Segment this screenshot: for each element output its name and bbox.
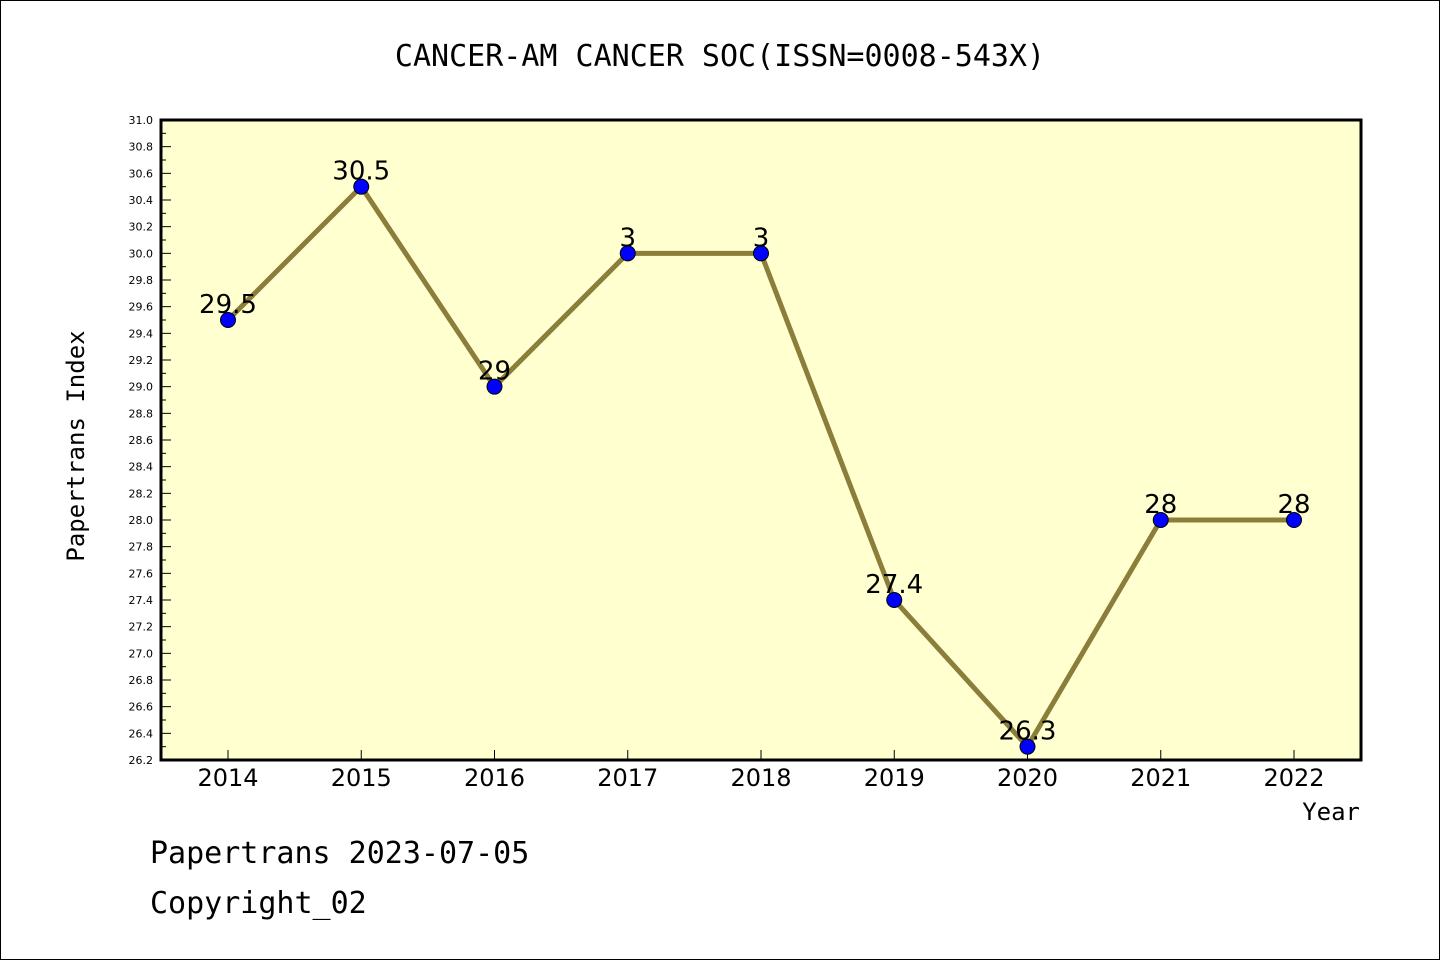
y-tick-label: 26.2 — [129, 754, 154, 767]
y-tick-label: 26.4 — [129, 727, 154, 740]
y-tick-label: 29.0 — [129, 381, 154, 394]
x-tick-label: 2014 — [197, 764, 258, 792]
x-axis-ticks: 2014 2015 2016 2017 2018 2019 2020 2021 2022 — [197, 750, 1325, 792]
y-tick-label: 29.6 — [129, 301, 154, 314]
y-axis-label: Papertrans Index — [62, 330, 90, 561]
y-tick-label: 26.6 — [129, 701, 154, 714]
y-axis-ticks: 26.2 26.4 26.6 26.8 27.0 27.2 27.4 27.6 27.8 28.0… — [129, 114, 171, 767]
x-tick-label: 2015 — [331, 764, 392, 792]
data-label: 30.5 — [332, 157, 390, 187]
y-tick-label: 28.6 — [129, 434, 154, 447]
chart-title: CANCER-AM CANCER SOC(ISSN=0008-543X) — [395, 39, 1045, 74]
y-tick-label: 30.2 — [129, 221, 154, 234]
y-tick-label: 31.0 — [129, 114, 154, 127]
y-tick-label: 28.8 — [129, 407, 154, 420]
x-tick-label: 2021 — [1130, 764, 1191, 792]
footer-date: Papertrans 2023-07-05 — [150, 836, 530, 871]
plot-border — [159, 118, 1363, 762]
y-tick-label: 27.4 — [129, 594, 154, 607]
data-point — [220, 312, 236, 328]
data-label: 28 — [1144, 490, 1177, 520]
data-point — [619, 245, 636, 262]
x-tick-label: 2017 — [597, 764, 658, 792]
y-tick-label: 27.0 — [129, 647, 154, 660]
x-tick-label: 2022 — [1263, 764, 1324, 792]
data-point — [753, 245, 769, 262]
data-labels-group: 29.5 30.5 29 3 3 27.4 26.3 28 28 — [199, 157, 1310, 747]
y-tick-label: 27.8 — [129, 541, 154, 554]
y-tick-label: 28.0 — [129, 514, 154, 527]
y-tick-label: 29.8 — [129, 274, 154, 287]
y-tick-label: 30.6 — [129, 167, 154, 180]
data-label: 3 — [753, 223, 770, 253]
y-tick-label: 30.4 — [129, 194, 154, 207]
x-tick-label: 2019 — [864, 764, 925, 792]
x-tick-label: 2018 — [730, 764, 791, 792]
series-group — [220, 178, 1302, 755]
data-label: 3 — [619, 223, 636, 253]
data-point — [886, 592, 903, 608]
y-tick-label: 26.8 — [129, 674, 154, 687]
data-point — [1019, 738, 1036, 755]
plot-area — [161, 120, 1361, 760]
data-label: 26.3 — [999, 717, 1057, 747]
x-axis-label: Year — [1302, 798, 1360, 826]
data-label: 29.5 — [199, 290, 257, 320]
data-label: 28 — [1277, 490, 1310, 520]
footer-copyright: Copyright_02 — [150, 886, 367, 921]
y-tick-label: 27.2 — [129, 621, 154, 634]
y-tick-label: 30.8 — [129, 141, 154, 154]
y-tick-label: 28.2 — [129, 487, 154, 500]
data-label: 27.4 — [865, 570, 923, 600]
y-tick-label: 27.6 — [129, 567, 154, 580]
data-point — [486, 378, 503, 395]
x-tick-label: 2020 — [997, 764, 1058, 792]
data-label: 29 — [478, 357, 511, 387]
data-point — [353, 178, 370, 195]
y-tick-label: 28.4 — [129, 461, 154, 474]
y-tick-label: 30.0 — [129, 247, 154, 260]
data-point — [1286, 512, 1302, 528]
x-tick-label: 2016 — [464, 764, 525, 792]
data-point — [1152, 512, 1169, 528]
y-tick-label: 29.4 — [129, 327, 154, 340]
y-tick-label: 29.2 — [129, 354, 154, 367]
